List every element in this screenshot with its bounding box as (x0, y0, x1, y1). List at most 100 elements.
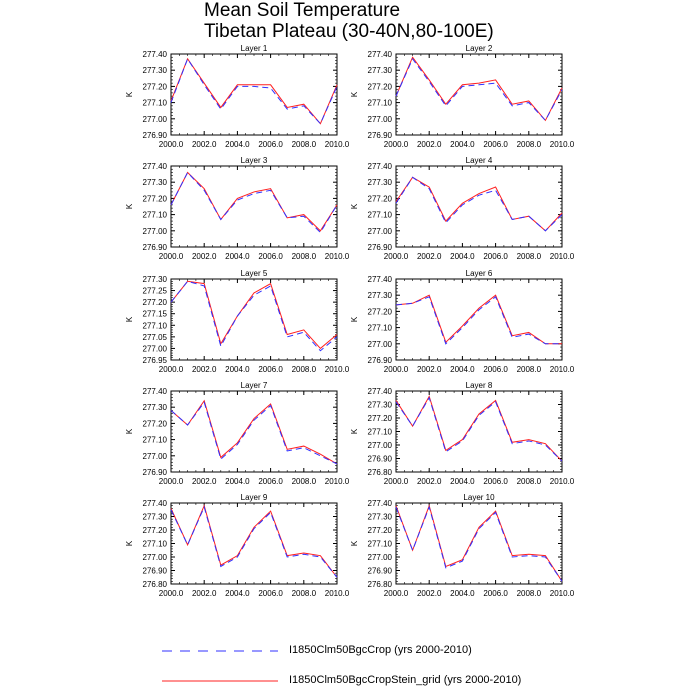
y-tick-label: 277.10 (143, 211, 168, 220)
y-tick-label: 277.20 (368, 194, 393, 203)
y-tick-label: 276.90 (368, 356, 393, 365)
y-axis-label: K (350, 203, 359, 209)
chart-subtitle: Tibetan Plateau (30-40N,80-100E) (204, 21, 494, 42)
panel-title: Layer 5 (241, 269, 268, 278)
series-line-stein (170, 280, 338, 350)
y-tick-label: 277.10 (143, 540, 168, 549)
x-tick-label: 2004.0 (450, 140, 475, 149)
y-tick-label: 277.40 (368, 50, 393, 59)
x-tick-label: 2006.0 (483, 252, 508, 261)
y-tick-label: 277.00 (143, 227, 168, 236)
y-axis-label: K (125, 91, 134, 97)
x-tick-label: 2002.0 (192, 589, 217, 598)
x-tick-label: 2004.0 (450, 477, 475, 486)
x-tick-label: 2010.0 (550, 140, 575, 149)
y-tick-label: 277.20 (368, 82, 393, 91)
y-tick-label: 277.10 (143, 436, 168, 445)
x-tick-label: 2008.0 (292, 252, 317, 261)
y-tick-label: 277.40 (143, 162, 168, 171)
x-tick-label: 2006.0 (483, 365, 508, 374)
x-tick-label: 2004.0 (450, 589, 475, 598)
x-tick-label: 2004.0 (225, 140, 250, 149)
x-tick-label: 2002.0 (192, 140, 217, 149)
plot-frame (170, 502, 338, 585)
panel-layer-10: Layer 10 K 277.40 277.30 277.20 277.10 277.00 2… (350, 493, 575, 598)
y-tick-label: 277.00 (368, 553, 393, 562)
y-tick-label: 277.20 (368, 526, 393, 535)
y-tick-label: 277.00 (143, 344, 168, 353)
panel-title: Layer 4 (466, 156, 493, 165)
y-tick-label: 277.30 (143, 66, 168, 75)
y-tick-label: 276.90 (368, 455, 393, 464)
y-tick-label: 277.30 (143, 275, 168, 284)
y-tick-label: 276.80 (368, 580, 393, 589)
plot-frame (170, 165, 338, 248)
y-tick-label: 276.90 (368, 567, 393, 576)
plot-frame (170, 390, 338, 473)
series-line-crop (395, 296, 562, 345)
series-line-stein (170, 504, 338, 578)
x-tick-label: 2008.0 (517, 252, 542, 261)
y-tick-label: 276.90 (368, 131, 393, 140)
x-tick-label: 2008.0 (517, 589, 542, 598)
x-tick-label: 2006.0 (258, 140, 283, 149)
panel-layer-5: Layer 5 K 277.30 277.25 277.20 277.15 277.10 27… (125, 269, 350, 374)
series-line-stein (170, 171, 338, 232)
y-tick-label: 277.30 (143, 513, 168, 522)
x-tick-label: 2000.0 (384, 252, 409, 261)
x-tick-label: 2010.0 (550, 365, 575, 374)
x-tick-label: 2000.0 (159, 365, 184, 374)
panel-title: Layer 8 (466, 381, 493, 390)
chart-title: Mean Soil Temperature (204, 0, 401, 21)
x-tick-label: 2004.0 (225, 477, 250, 486)
x-tick-label: 2010.0 (325, 140, 350, 149)
y-tick-label: 277.30 (143, 403, 168, 412)
y-axis-label: K (125, 316, 134, 322)
y-tick-label: 277.30 (368, 291, 393, 300)
y-tick-label: 277.40 (368, 499, 393, 508)
panel-title: Layer 7 (241, 381, 268, 390)
x-tick-label: 2004.0 (450, 252, 475, 261)
x-tick-label: 2002.0 (417, 252, 442, 261)
y-tick-label: 277.10 (368, 324, 393, 333)
y-axis-label: K (350, 316, 359, 322)
x-tick-label: 2008.0 (292, 140, 317, 149)
y-tick-label: 277.15 (143, 310, 168, 319)
x-tick-label: 2002.0 (192, 252, 217, 261)
x-tick-label: 2000.0 (384, 589, 409, 598)
series-line-crop (170, 171, 338, 234)
series-line-stein (395, 176, 563, 232)
series-line-crop (395, 505, 563, 582)
y-tick-label: 277.05 (143, 333, 168, 342)
series-line-crop (170, 401, 338, 465)
y-tick-label: 276.90 (143, 567, 168, 576)
y-tick-label: 277.10 (143, 99, 168, 108)
y-tick-label: 277.20 (143, 419, 168, 428)
y-tick-label: 277.30 (143, 178, 168, 187)
y-tick-label: 276.90 (368, 243, 393, 252)
y-tick-label: 276.90 (143, 243, 168, 252)
series-line-crop (170, 280, 338, 352)
y-tick-label: 277.40 (368, 275, 393, 284)
panel-layer-6: Layer 6 K 277.40 277.30 277.20 277.10 277.00 27… (350, 269, 575, 374)
series-line-crop (395, 176, 563, 232)
y-tick-label: 277.30 (368, 66, 393, 75)
y-tick-label: 276.90 (143, 131, 168, 140)
x-tick-label: 2010.0 (325, 477, 350, 486)
series-line-stein (395, 56, 563, 122)
x-tick-label: 2000.0 (384, 140, 409, 149)
x-tick-label: 2010.0 (550, 477, 575, 486)
series-line-stein (395, 395, 563, 462)
y-tick-label: 277.30 (368, 178, 393, 187)
x-tick-label: 2002.0 (192, 365, 217, 374)
y-tick-label: 277.00 (368, 115, 393, 124)
series-line-crop (395, 57, 563, 122)
x-tick-label: 2002.0 (417, 477, 442, 486)
panel-layer-2: Layer 2 K 277.40 277.30 277.20 277.10 277.00 27… (350, 44, 575, 149)
panel-layer-4: Layer 4 K 277.40 277.30 277.20 277.10 277.00 27… (350, 156, 575, 261)
x-tick-label: 2004.0 (450, 365, 475, 374)
series-line-crop (395, 396, 563, 462)
plot-frame (395, 390, 563, 473)
y-tick-label: 277.20 (143, 298, 168, 307)
